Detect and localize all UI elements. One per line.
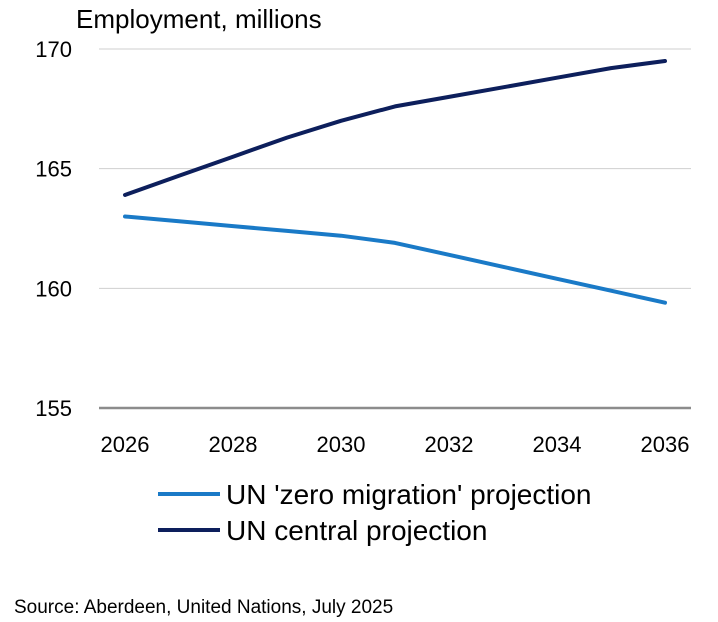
x-tick-labels: 2026 2028 2030 2032 2034 2036 (101, 432, 690, 457)
series-line-1 (123, 59, 667, 197)
legend-label-1: UN central projection (226, 515, 487, 546)
y-tick-label: 170 (35, 37, 72, 62)
x-tick-label: 2036 (641, 432, 690, 457)
gridlines (99, 48, 691, 410)
legend-label-0: UN 'zero migration' projection (226, 479, 592, 510)
x-tick-label: 2026 (101, 432, 150, 457)
y-axis-title: Employment, millions (76, 4, 322, 34)
source-note: Source: Aberdeen, United Nations, July 2… (14, 597, 393, 618)
series-line-0 (123, 214, 667, 305)
x-tick-label: 2032 (425, 432, 474, 457)
y-tick-label: 165 (35, 157, 72, 182)
series-lines (123, 59, 667, 305)
x-tick-label: 2028 (209, 432, 258, 457)
x-tick-label: 2030 (317, 432, 366, 457)
x-tick-label: 2034 (533, 432, 582, 457)
y-tick-label: 160 (35, 276, 72, 301)
y-tick-label: 155 (35, 396, 72, 421)
legend: UN 'zero migration' projection UN central… (158, 479, 592, 546)
y-tick-labels: 155 160 165 170 (35, 37, 72, 421)
